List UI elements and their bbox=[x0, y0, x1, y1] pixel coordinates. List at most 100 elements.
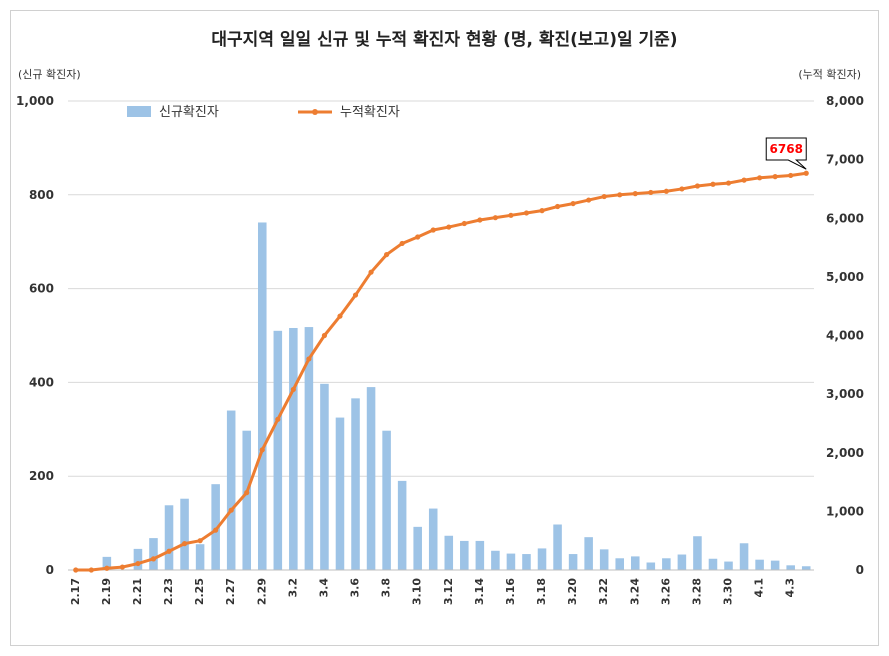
cumulative-point-3.23 bbox=[617, 192, 623, 198]
x-tick-label: 3.28 bbox=[690, 578, 703, 605]
cumulative-point-3.21 bbox=[586, 197, 592, 203]
x-tick-label: 2.19 bbox=[100, 578, 113, 605]
cumulative-point-2.19 bbox=[104, 565, 110, 571]
x-tick-label: 3.14 bbox=[473, 578, 486, 605]
right-tick-label: 8,000 bbox=[826, 94, 864, 108]
legend-bar-label: 신규확진자 bbox=[159, 105, 219, 120]
right-tick-label: 6,000 bbox=[826, 211, 864, 225]
x-tick-label: 2.29 bbox=[255, 578, 268, 605]
annotation-callout bbox=[765, 137, 807, 170]
bar-3.9 bbox=[397, 480, 407, 570]
bar-3.23 bbox=[615, 558, 625, 570]
bar-3.16 bbox=[506, 553, 516, 570]
x-tick-label: 3.22 bbox=[597, 578, 610, 605]
annotation-label: 6768 bbox=[770, 142, 803, 156]
legend-line-marker bbox=[312, 109, 318, 115]
cumulative-point-3.6 bbox=[352, 292, 359, 298]
x-tick-label: 3.2 bbox=[286, 578, 299, 598]
bar-3.10 bbox=[413, 526, 422, 570]
cumulative-point-2.17 bbox=[73, 567, 79, 573]
cumulative-point-3.11 bbox=[430, 227, 436, 233]
bar-3.13 bbox=[460, 540, 469, 570]
bar-3.3 bbox=[304, 327, 314, 570]
cumulative-point-3.15 bbox=[492, 215, 498, 221]
cumulative-point-2.22 bbox=[150, 556, 157, 562]
left-tick-label: 400 bbox=[29, 375, 54, 389]
cumulative-point-2.26 bbox=[213, 527, 219, 533]
cumulative-point-2.27 bbox=[228, 507, 234, 513]
cumulative-point-2.29 bbox=[259, 447, 265, 453]
left-tick-label: 200 bbox=[29, 469, 54, 483]
x-tick-label: 3.20 bbox=[566, 578, 579, 605]
bar-2.23 bbox=[164, 505, 174, 570]
bar-2.22 bbox=[149, 538, 158, 570]
x-tick-label: 2.27 bbox=[224, 578, 237, 605]
left-axis-label: (신규 확진자) bbox=[18, 68, 81, 81]
bar-3.29 bbox=[708, 558, 718, 570]
bar-2.21 bbox=[133, 548, 143, 570]
bar-3.15 bbox=[491, 550, 500, 570]
x-tick-label: 2.17 bbox=[69, 578, 82, 605]
right-tick-label: 5,000 bbox=[826, 270, 864, 284]
cumulative-point-3.26 bbox=[663, 188, 669, 194]
bar-3.17 bbox=[522, 554, 531, 570]
cumulative-point-3.27 bbox=[679, 186, 685, 192]
cumulative-point-3.2 bbox=[290, 386, 296, 393]
cumulative-point-3.20 bbox=[570, 200, 576, 207]
x-tick-label: 2.21 bbox=[131, 578, 144, 605]
cumulative-line bbox=[75, 171, 807, 572]
bar-3.21 bbox=[584, 537, 593, 570]
cumulative-point-3.12 bbox=[446, 224, 452, 230]
x-tick-label: 4.1 bbox=[753, 578, 766, 598]
right-tick-label: 0 bbox=[856, 563, 864, 577]
bar-4.2 bbox=[770, 560, 780, 570]
x-tick-label: 3.24 bbox=[628, 578, 641, 605]
x-tick-label: 3.4 bbox=[317, 578, 330, 598]
legend-line-label: 누적확진자 bbox=[340, 105, 400, 120]
cumulative-point-3.14 bbox=[477, 217, 483, 223]
cumulative-point-3.19 bbox=[554, 203, 561, 210]
bar-2.28 bbox=[242, 430, 252, 570]
bar-3.4 bbox=[320, 383, 329, 570]
x-tick-label: 3.26 bbox=[659, 578, 672, 605]
cumulative-point-4.2 bbox=[772, 174, 778, 180]
cumulative-point-3.5 bbox=[337, 313, 343, 319]
cumulative-point-3.3 bbox=[306, 356, 312, 362]
x-tick-label: 2.23 bbox=[162, 578, 175, 605]
bar-3.22 bbox=[599, 549, 609, 570]
cumulative-point-4.4 bbox=[803, 170, 809, 176]
x-tick-label: 3.10 bbox=[411, 578, 424, 605]
cumulative-point-2.21 bbox=[135, 560, 141, 567]
cumulative-point-3.13 bbox=[461, 220, 467, 227]
bar-3.30 bbox=[724, 561, 733, 570]
x-tick-label: 3.30 bbox=[722, 578, 735, 605]
cumulative-point-3.4 bbox=[321, 332, 328, 339]
cumulative-point-2.23 bbox=[166, 548, 172, 554]
right-tick-label: 4,000 bbox=[826, 329, 864, 343]
bar-3.7 bbox=[366, 387, 376, 570]
cumulative-point-3.1 bbox=[275, 416, 281, 422]
cumulative-point-3.17 bbox=[523, 210, 530, 216]
legend-bar-swatch bbox=[127, 106, 151, 117]
bar-3.14 bbox=[475, 540, 485, 570]
right-axis-label: (누적 확진자) bbox=[798, 68, 861, 81]
cumulative-point-3.24 bbox=[632, 191, 638, 197]
cumulative-point-3.31 bbox=[741, 177, 747, 183]
bar-3.19 bbox=[553, 524, 562, 570]
bar-3.2 bbox=[289, 327, 298, 570]
bar-3.20 bbox=[568, 554, 578, 570]
bar-2.19 bbox=[102, 556, 112, 570]
cumulative-point-3.28 bbox=[694, 183, 701, 189]
bar-4.1 bbox=[755, 559, 764, 570]
bar-3.11 bbox=[428, 508, 438, 570]
cumulative-point-3.22 bbox=[601, 193, 607, 200]
x-tick-label: 3.8 bbox=[380, 578, 393, 598]
bar-4.3 bbox=[786, 565, 795, 570]
cumulative-point-2.18 bbox=[88, 567, 94, 573]
right-tick-label: 2,000 bbox=[826, 446, 864, 460]
chart-title: 대구지역 일일 신규 및 누적 확진자 현황 (명, 확진(보고)일 기준) bbox=[211, 30, 678, 50]
right-tick-label: 3,000 bbox=[826, 387, 864, 401]
bar-3.12 bbox=[444, 535, 454, 570]
cumulative-point-4.3 bbox=[788, 172, 794, 179]
